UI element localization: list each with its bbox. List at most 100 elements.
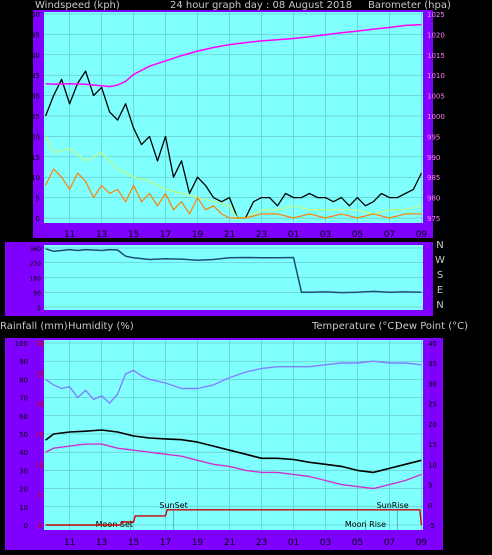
windspeed-tick-label: 15 (31, 154, 40, 162)
wind-x-tick-label: 13 (96, 230, 107, 240)
temperature-tick-label: 5 (428, 482, 432, 490)
rainfall-tick-label: 10 (36, 461, 45, 469)
rainfall-tick-label: 15 (36, 431, 45, 439)
rainfall-tick-label: 0 (38, 522, 42, 530)
direction-compass-label: W (435, 255, 445, 266)
wind-plot-area (44, 12, 423, 223)
temp-x-tick-label: 05 (352, 538, 363, 548)
temp-plot-area (44, 340, 423, 530)
moonrise-label: Moon Rise (345, 520, 386, 529)
humidity-tick-label: 80 (19, 376, 28, 384)
temp-x-tick-label: 17 (160, 538, 171, 548)
temp-x-tick-label: 21 (224, 538, 235, 548)
humidity-tick-label: 70 (19, 395, 28, 403)
temp-x-tick-label: 03 (320, 538, 331, 548)
temperature-axis-label: Temperature (°C) (312, 321, 399, 332)
direction-compass-label: N (436, 300, 443, 311)
windspeed-tick-label: 0 (36, 215, 40, 223)
wind-x-tick-label: 11 (64, 230, 75, 240)
humidity-tick-label: 50 (19, 431, 28, 439)
humidity-tick-label: 0 (24, 522, 28, 530)
wind-x-tick-label: 23 (256, 230, 267, 240)
windspeed-tick-label: 35 (31, 72, 40, 80)
temperature-tick-label: 15 (428, 441, 437, 449)
temperature-tick-label: 0 (428, 502, 432, 510)
direction-tick-label: 360 (30, 246, 42, 253)
series-humidity (45, 360, 422, 404)
series-dew_point (45, 443, 422, 490)
humidity-tick-label: 20 (19, 486, 28, 494)
series-temperature (45, 429, 422, 474)
humidity-tick-label: 60 (19, 413, 28, 421)
chart-title: 24 hour graph day : 08 August 2018 (170, 0, 353, 11)
series-wind_avg (45, 136, 422, 219)
temp-x-tick-label: 23 (256, 538, 267, 548)
direction-tick-label: 270 (30, 261, 42, 268)
direction-tick-label: 0 (37, 305, 41, 312)
series-wind-direction (45, 248, 422, 294)
wind-x-tick-label: 03 (320, 230, 331, 240)
barometer-tick-label: 980 (427, 195, 440, 203)
wind-x-tick-label: 21 (224, 230, 235, 240)
barometer-tick-label: 1025 (427, 11, 445, 19)
wind-x-tick-label: 17 (160, 230, 171, 240)
barometer-tick-label: 975 (427, 215, 440, 223)
barometer-tick-label: 985 (427, 174, 440, 182)
dew-point-axis-label: Dew Point (°C) (395, 321, 469, 332)
rainfall-tick-label: 30 (36, 340, 45, 348)
direction-compass-label: E (437, 285, 443, 296)
direction-tick-label: 180 (30, 276, 42, 283)
rainfall-axis-label: Rainfall (mm) (0, 321, 68, 332)
temp-x-tick-label: 09 (416, 538, 428, 548)
windspeed-tick-label: 30 (31, 93, 40, 101)
humidity-tick-label: 30 (19, 467, 28, 475)
barometer-tick-label: 1015 (427, 52, 445, 60)
sunset-label: SunSet (159, 501, 187, 510)
wind-x-tick-label: 09 (416, 230, 428, 240)
temp-x-tick-label: 15 (128, 538, 139, 548)
series-wind_low (45, 168, 422, 219)
temperature-tick-label: -5 (428, 522, 435, 530)
windspeed-tick-label: 5 (36, 195, 40, 203)
wind-x-tick-label: 07 (384, 230, 395, 240)
barometer-tick-label: 1000 (427, 113, 445, 121)
windspeed-tick-label: 40 (31, 52, 40, 60)
series-gust (44, 70, 422, 219)
humidity-tick-label: 100 (15, 340, 28, 348)
barometer-axis-label: Barometer (hpa) (368, 0, 451, 11)
humidity-tick-label: 10 (19, 504, 28, 512)
windspeed-tick-label: 20 (31, 133, 40, 141)
temperature-tick-label: 35 (428, 360, 437, 368)
temperature-tick-label: 25 (428, 401, 437, 409)
windspeed-tick-label: 25 (31, 113, 40, 121)
wind-x-tick-label: 01 (288, 230, 299, 240)
humidity-tick-label: 40 (19, 449, 28, 457)
wind-x-tick-label: 05 (352, 230, 363, 240)
humidity-axis-label: Humidity (%) (68, 321, 134, 332)
windspeed-axis-label: Windspeed (kph) (35, 0, 120, 11)
series-rainfall (45, 509, 423, 526)
humidity-tick-label: 90 (19, 358, 28, 366)
temperature-tick-label: 40 (428, 340, 437, 348)
direction-compass-label: S (437, 270, 443, 281)
direction-tick-label: 90 (33, 290, 41, 297)
windspeed-tick-label: 45 (31, 31, 40, 39)
barometer-tick-label: 1005 (427, 93, 445, 101)
rainfall-tick-label: 25 (36, 370, 45, 378)
barometer-tick-label: 1020 (427, 31, 445, 39)
windspeed-tick-label: 10 (31, 174, 40, 182)
barometer-tick-label: 1010 (427, 72, 445, 80)
series-barometer (45, 23, 422, 88)
wind-x-tick-label: 19 (192, 230, 204, 240)
temp-x-tick-label: 13 (96, 538, 107, 548)
temp-x-tick-label: 07 (384, 538, 395, 548)
windspeed-tick-label: 50 (31, 11, 40, 19)
temp-x-tick-label: 11 (64, 538, 75, 548)
rainfall-tick-label: 5 (38, 492, 42, 500)
barometer-tick-label: 995 (427, 133, 440, 141)
temperature-tick-label: 20 (428, 421, 437, 429)
direction-compass-label: N (436, 240, 443, 251)
temp-x-tick-label: 01 (288, 538, 299, 548)
